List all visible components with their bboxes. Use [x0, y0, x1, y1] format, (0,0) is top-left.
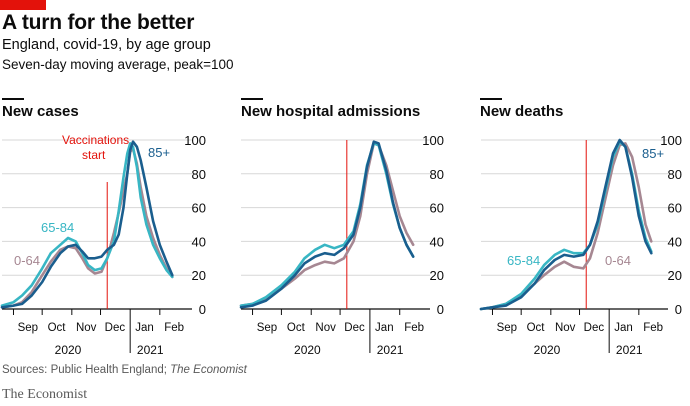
x-tick-label-admissions-3: Dec [344, 322, 365, 334]
y-tick-cases-60: 60 [192, 201, 206, 216]
x-tick-label-cases-5: Feb [164, 322, 184, 334]
panel-title-cases: New cases [2, 103, 79, 120]
x-tick-label-deaths-0: Sep [497, 322, 517, 334]
brand-wordmark: The Economist [2, 387, 88, 402]
series-label-cases-0-64: 0-64 [14, 253, 40, 268]
y-tick-cases-100: 100 [184, 133, 206, 148]
source-text: Sources: Public Health England; [2, 364, 171, 376]
y-tick-deaths-80: 80 [668, 167, 682, 182]
x-tick-label-deaths-5: Feb [643, 322, 663, 334]
series-line-admissions-0-64 [239, 142, 415, 307]
x-tick-label-admissions-1: Oct [287, 322, 306, 334]
series-label-cases-85plus: 85+ [148, 145, 170, 160]
chart-subtitle: England, covid-19, by age group [2, 37, 211, 53]
year-label-cases-2020: 2020 [55, 343, 82, 357]
y-tick-admissions-20: 20 [430, 268, 444, 283]
chart-description: Seven-day moving average, peak=100 [2, 57, 234, 72]
series-line-deaths-0-64 [479, 142, 653, 311]
series-label-cases-65-84: 65-84 [41, 220, 74, 235]
y-tick-deaths-20: 20 [668, 268, 682, 283]
y-tick-admissions-100: 100 [422, 133, 444, 148]
panel-rule-deaths [480, 98, 502, 100]
y-tick-deaths-40: 40 [668, 234, 682, 249]
x-tick-label-cases-2: Nov [76, 322, 97, 334]
y-tick-admissions-80: 80 [430, 167, 444, 182]
y-tick-cases-0: 0 [199, 302, 206, 317]
chart-title: A turn for the better [2, 11, 195, 34]
year-label-deaths-2020: 2020 [534, 343, 561, 357]
x-tick-label-deaths-2: Nov [555, 322, 576, 334]
vaccination-label-cases-1: start [82, 148, 106, 162]
panel-title-deaths: New deaths [480, 103, 564, 120]
series-label-deaths-85plus: 85+ [642, 146, 664, 161]
x-tick-label-cases-3: Dec [105, 322, 126, 334]
series-label-deaths-0-64: 0-64 [605, 253, 631, 268]
year-label-admissions-2020: 2020 [294, 343, 321, 357]
y-tick-admissions-0: 0 [437, 302, 444, 317]
series-line-deaths-85plus [479, 138, 653, 311]
x-tick-label-admissions-0: Sep [257, 322, 277, 334]
y-tick-admissions-40: 40 [430, 234, 444, 249]
x-tick-label-deaths-1: Oct [527, 322, 546, 334]
series-line-cases-65-84 [0, 142, 174, 307]
y-tick-deaths-60: 60 [668, 201, 682, 216]
panel-rule-admissions [241, 98, 263, 100]
y-tick-cases-20: 20 [192, 268, 206, 283]
y-tick-deaths-0: 0 [675, 302, 682, 317]
panel-rule-cases [2, 98, 24, 100]
series-label-deaths-65-84: 65-84 [507, 253, 540, 268]
year-label-deaths-2021: 2021 [616, 343, 643, 357]
year-label-cases-2021: 2021 [137, 343, 164, 357]
x-tick-label-deaths-3: Dec [584, 322, 605, 334]
x-tick-label-deaths-4: Jan [614, 322, 633, 334]
series-line-admissions-85plus [239, 140, 415, 309]
x-tick-label-cases-1: Oct [48, 322, 67, 334]
y-tick-cases-40: 40 [192, 234, 206, 249]
x-tick-label-cases-4: Jan [135, 322, 154, 334]
source-italic: The Economist [170, 364, 247, 376]
vaccination-label-cases-0: Vaccinations [62, 133, 129, 147]
year-label-admissions-2021: 2021 [377, 343, 404, 357]
brand-red-bar [0, 0, 46, 10]
series-line-deaths-65-84 [479, 140, 653, 311]
x-tick-label-admissions-5: Feb [404, 322, 424, 334]
x-tick-label-cases-0: Sep [18, 322, 38, 334]
y-tick-admissions-60: 60 [430, 201, 444, 216]
panel-title-admissions: New hospital admissions [241, 103, 421, 120]
y-tick-cases-80: 80 [192, 167, 206, 182]
y-tick-deaths-100: 100 [660, 133, 682, 148]
x-tick-label-admissions-4: Jan [375, 322, 394, 334]
x-tick-label-admissions-2: Nov [315, 322, 336, 334]
source-note: Sources: Public Health England; The Econ… [2, 364, 247, 376]
series-line-cases-85plus [0, 140, 174, 309]
